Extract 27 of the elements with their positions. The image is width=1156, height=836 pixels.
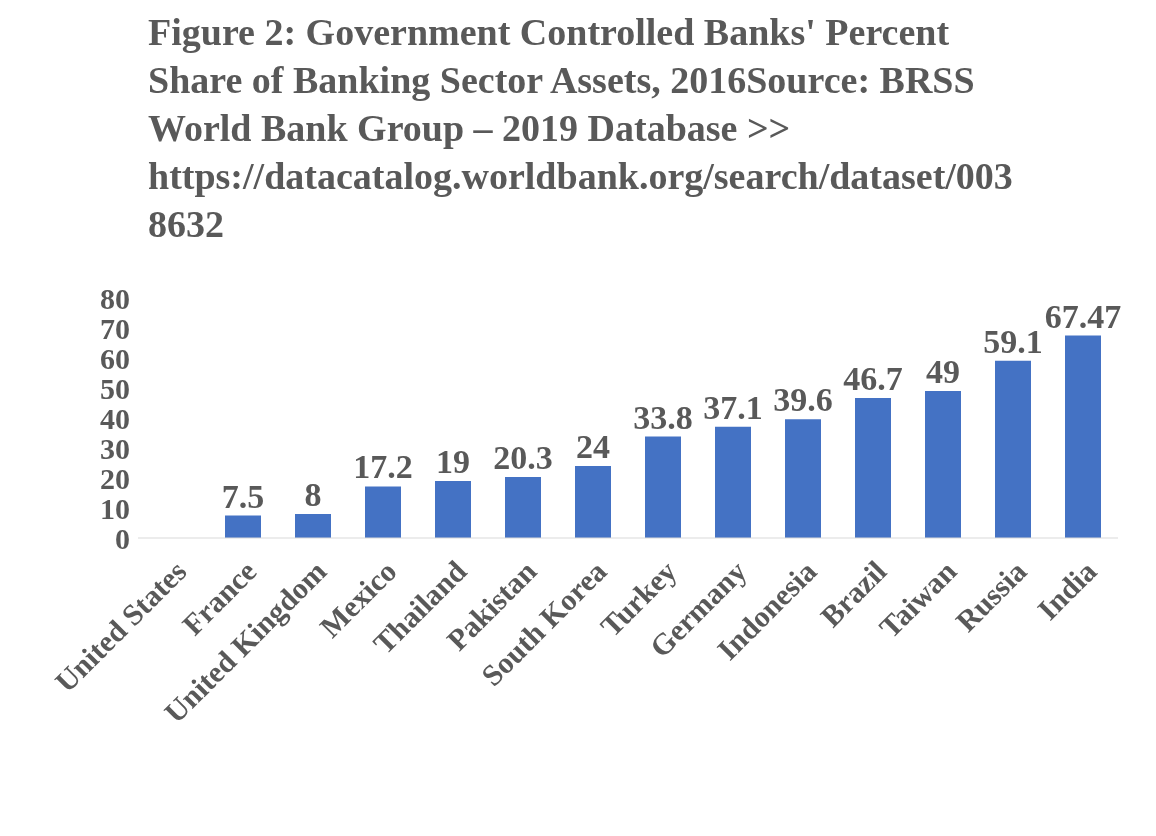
bar bbox=[295, 514, 331, 538]
bar bbox=[225, 515, 261, 538]
data-label: 8 bbox=[304, 476, 322, 513]
bar bbox=[855, 397, 891, 538]
data-label: 37.1 bbox=[703, 388, 763, 426]
bar bbox=[365, 486, 401, 538]
data-label: 7.5 bbox=[221, 477, 265, 515]
data-label: 67.47 bbox=[1044, 297, 1122, 335]
data-label: 49 bbox=[926, 353, 960, 390]
bar bbox=[1065, 335, 1101, 538]
bar bbox=[715, 426, 751, 538]
bar bbox=[785, 419, 821, 538]
bar bbox=[505, 477, 541, 538]
data-label: 17.2 bbox=[353, 448, 413, 486]
data-label: 33.8 bbox=[633, 398, 693, 436]
bar bbox=[645, 436, 681, 538]
data-label: 46.7 bbox=[843, 359, 903, 397]
data-label: 19 bbox=[436, 443, 470, 480]
bar bbox=[435, 481, 471, 538]
data-label: 39.6 bbox=[773, 381, 833, 419]
data-label: 59.1 bbox=[983, 322, 1043, 360]
bar bbox=[925, 391, 961, 538]
data-label: 20.3 bbox=[493, 439, 553, 477]
bar bbox=[995, 360, 1031, 538]
chart-title: Figure 2: Government Controlled Banks' Percent Share of Banking Sector Assets, 2016Source: BRSS World Bank Group – 2019 Database >> https://datacatalog.worldbank.org/search/dataset/0038632 bbox=[148, 10, 1014, 247]
data-label: 24 bbox=[576, 428, 610, 465]
bar bbox=[575, 466, 611, 538]
